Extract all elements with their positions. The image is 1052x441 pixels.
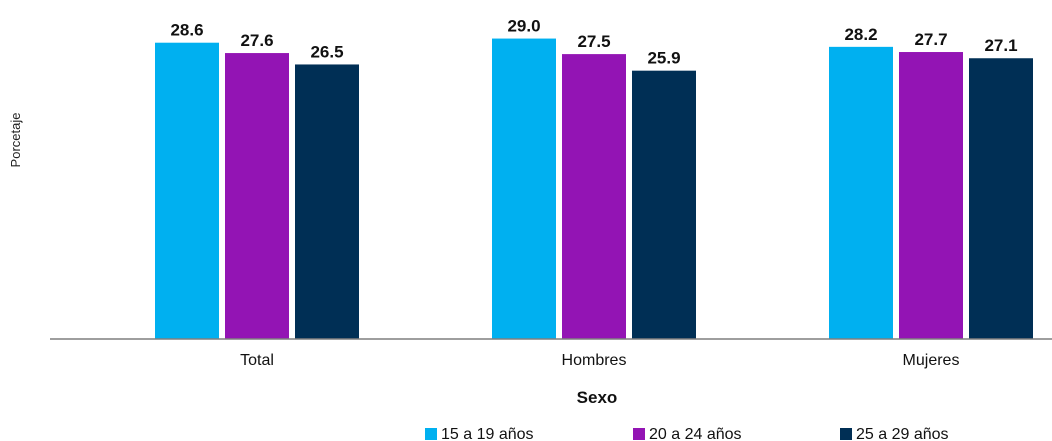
bar-2-2 <box>969 58 1033 340</box>
bar-2-0 <box>829 46 893 340</box>
data-label-0-0: 28.6 <box>170 21 203 40</box>
bar-0-2 <box>295 64 359 340</box>
bar-0-1 <box>225 53 289 340</box>
data-label-0-1: 27.6 <box>240 31 273 50</box>
x-tick-label-1: Hombres <box>562 352 627 369</box>
y-axis-title: Porcetaje <box>8 113 23 168</box>
data-label-2-1: 27.7 <box>914 30 947 49</box>
x-tick-labels: Total Hombres Mujeres <box>240 352 959 369</box>
data-label-1-2: 25.9 <box>647 49 680 68</box>
y-axis-title-text: Porcetaje <box>8 113 23 168</box>
legend: 15 a 19 años 20 a 24 años 25 a 29 años <box>425 426 949 441</box>
legend-label-0: 15 a 19 años <box>441 426 534 441</box>
bar-1-2 <box>632 70 696 340</box>
x-tick-label-2: Mujeres <box>903 352 960 369</box>
data-label-1-1: 27.5 <box>577 32 610 51</box>
data-label-2-0: 28.2 <box>844 25 877 44</box>
legend-swatch-0 <box>425 428 437 440</box>
bar-1-1 <box>562 54 626 339</box>
bar-0-0 <box>155 42 219 339</box>
legend-swatch-1 <box>633 428 645 440</box>
legend-label-1: 20 a 24 años <box>649 426 742 441</box>
bar-1-0 <box>492 38 556 340</box>
data-label-2-2: 27.1 <box>984 36 1017 55</box>
x-tick-label-0: Total <box>240 352 274 369</box>
bar-2-1 <box>899 52 963 339</box>
data-label-1-0: 29.0 <box>507 17 540 36</box>
bar-labels-group: 28.6 27.6 26.5 29.0 27.5 25.9 28.2 27.7 27.1 <box>170 17 1017 68</box>
legend-swatch-2 <box>840 428 852 440</box>
x-axis-title: Sexo <box>577 388 618 407</box>
legend-label-2: 25 a 29 años <box>856 426 949 441</box>
bars-group <box>155 38 1033 340</box>
data-label-0-2: 26.5 <box>310 42 343 61</box>
